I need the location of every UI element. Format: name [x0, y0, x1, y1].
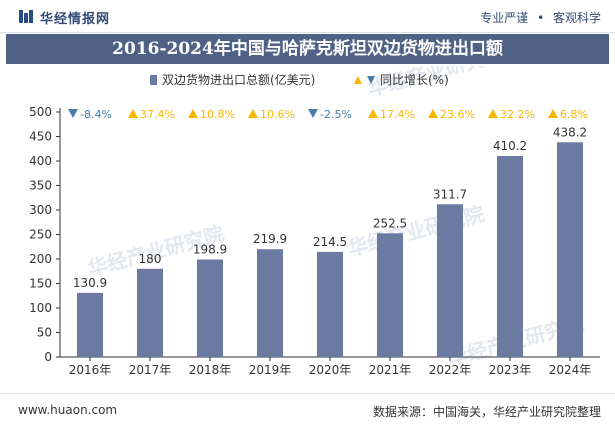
bar-value-label: 410.2 [493, 139, 527, 153]
logo-icon [19, 10, 33, 23]
y-tick-label: 400 [29, 154, 52, 168]
growth-value-label: 17.4% [380, 108, 415, 121]
footer: www.huaon.com 数据来源：中国海关，华经产业研究院整理 [0, 393, 615, 428]
top-bar: 华经情报网 专业严谨 • 客观科学 [0, 0, 615, 33]
y-tick-label: 150 [29, 277, 52, 291]
bar [77, 292, 103, 357]
bar [137, 268, 163, 357]
bar-value-label: 180 [139, 252, 162, 266]
growth-value-label: 10.6% [260, 108, 295, 121]
x-tick-label: 2016年 [69, 363, 112, 377]
x-tick-label: 2022年 [429, 363, 472, 377]
slogan: 专业严谨 • 客观科学 [480, 9, 601, 26]
bar-value-label: 198.9 [193, 243, 227, 257]
growth-value-label: 37.4% [140, 108, 175, 121]
site-url[interactable]: www.huaon.com [18, 403, 118, 417]
bar-value-label: 130.9 [73, 276, 107, 290]
watermark-text: 华经产业研究院 [345, 201, 486, 260]
growth-value-label: -8.4% [80, 108, 112, 121]
growth-up-triangle-icon [428, 109, 438, 118]
bar [197, 259, 223, 357]
y-tick-label: 300 [29, 203, 52, 217]
bar [497, 156, 523, 357]
growth-up-triangle-icon [248, 109, 258, 118]
legend-growth-label: 同比增长(%) [380, 73, 449, 87]
y-tick-label: 200 [29, 252, 52, 266]
bar [257, 249, 283, 357]
growth-up-triangle-icon [548, 109, 558, 118]
growth-value-label: 6.8% [560, 108, 588, 121]
growth-up-triangle-icon [368, 109, 378, 118]
x-tick-label: 2024年 [549, 363, 592, 377]
chart-title: 2016-2024年中国与哈萨克斯坦双边货物进出口额 [112, 39, 503, 59]
slogan-right: 客观科学 [552, 11, 601, 25]
x-tick-label: 2023年 [489, 363, 532, 377]
growth-down-triangle-icon [68, 109, 78, 118]
bar-value-label: 252.5 [373, 216, 407, 230]
legend-up-triangle-icon [354, 76, 362, 84]
growth-up-triangle-icon [188, 109, 198, 118]
bar [557, 142, 583, 357]
slogan-left: 专业严谨 [480, 11, 529, 25]
bar-value-label: 438.2 [553, 125, 587, 139]
legend-down-triangle-icon [367, 76, 375, 84]
growth-up-triangle-icon [488, 109, 498, 118]
legend-bar-swatch [150, 75, 157, 85]
x-tick-label: 2021年 [369, 363, 412, 377]
bar [377, 233, 403, 357]
growth-value-label: 32.2% [500, 108, 535, 121]
bar-value-label: 311.7 [433, 187, 467, 201]
y-tick-label: 450 [29, 130, 52, 144]
x-tick-label: 2017年 [129, 363, 172, 377]
bar-chart: 华经产业研究院华经产业研究院华经产业研究院华经产业研究院双边货物进出口总额(亿美… [29, 66, 600, 377]
title-bar: 2016-2024年中国与哈萨克斯坦双边货物进出口额 [6, 34, 609, 64]
bar [437, 204, 463, 357]
bar-value-label: 219.9 [253, 232, 287, 246]
legend-bar-label: 双边货物进出口总额(亿美元) [162, 72, 315, 87]
x-tick-label: 2020年 [309, 363, 352, 377]
bar-value-label: 214.5 [313, 235, 347, 249]
growth-down-triangle-icon [308, 109, 318, 118]
growth-value-label: 23.6% [440, 108, 475, 121]
y-tick-label: 50 [37, 326, 52, 340]
x-tick-label: 2018年 [189, 363, 232, 377]
brand-name: 华经情报网 [40, 12, 111, 27]
bar [317, 251, 343, 357]
y-tick-label: 100 [29, 301, 52, 315]
data-source: 数据来源：中国海关，华经产业研究院整理 [372, 405, 601, 419]
y-tick-label: 250 [29, 228, 52, 242]
x-tick-label: 2019年 [249, 363, 292, 377]
y-tick-label: 350 [29, 179, 52, 193]
growth-value-label: -2.5% [320, 108, 352, 121]
growth-value-label: 10.8% [200, 108, 235, 121]
y-tick-label: 500 [29, 105, 52, 119]
y-tick-label: 0 [44, 350, 52, 364]
slogan-separator: • [537, 11, 545, 25]
growth-up-triangle-icon [128, 109, 138, 118]
